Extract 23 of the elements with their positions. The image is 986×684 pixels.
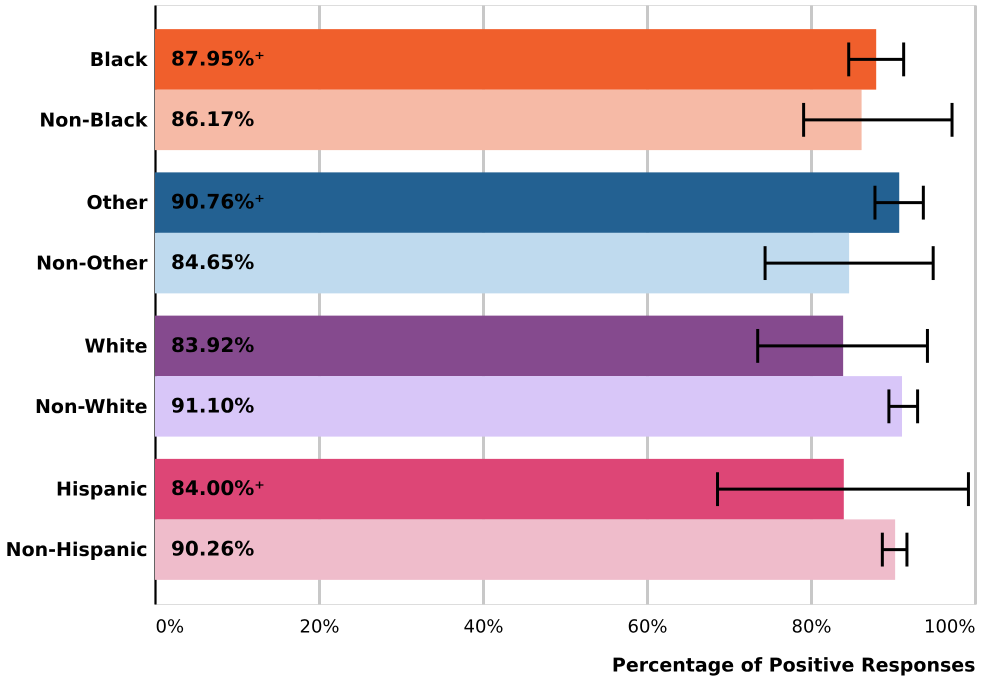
data-label: 91.10% [171, 393, 254, 418]
y-tick-label: Non-White [35, 396, 148, 418]
x-tick-label: 40% [463, 616, 504, 638]
y-tick-label: Black [90, 48, 148, 71]
y-tick-label: Non-Other [36, 252, 148, 275]
y-tick-label: Non-Black [39, 109, 148, 132]
data-label: 84.00%⁺ [171, 476, 265, 500]
y-tick-label: Hispanic [56, 478, 148, 501]
x-tick-label: 20% [299, 616, 340, 638]
x-tick-label: 80% [791, 616, 832, 638]
data-label: 90.76%⁺ [171, 190, 265, 214]
y-tick-label: Other [86, 192, 148, 214]
x-tick-label: 0% [156, 616, 184, 638]
data-label: 86.17% [171, 106, 254, 131]
y-tick-label: White [84, 335, 148, 358]
y-tick-label: Non-Hispanic [6, 539, 148, 562]
x-axis-title: Percentage of Positive Responses [612, 654, 976, 676]
data-label: 90.26% [171, 536, 254, 561]
data-label: 83.92% [171, 332, 254, 357]
data-label: 84.65% [171, 250, 254, 274]
x-tick-label: 60% [627, 616, 668, 638]
x-tick-label: 100% [924, 616, 976, 638]
data-label: 87.95%⁺ [171, 46, 265, 70]
